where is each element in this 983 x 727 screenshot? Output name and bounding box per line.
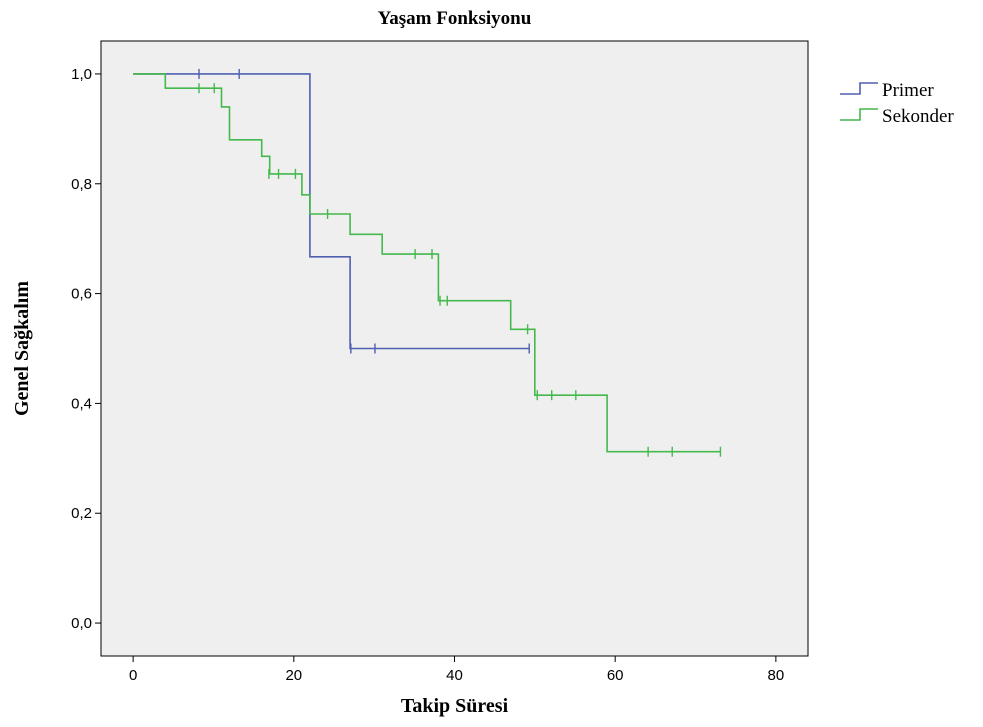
legend-swatch	[840, 108, 878, 121]
x-tick-label: 0	[129, 667, 137, 684]
legend-item-primer: Primer	[840, 80, 934, 101]
x-tick-label: 80	[768, 667, 785, 684]
x-tick-label: 40	[446, 667, 463, 684]
x-tick-label: 20	[285, 667, 302, 684]
series-line-sekonder	[133, 73, 721, 453]
y-tick-label: 0,4	[71, 395, 92, 412]
y-tick-label: 1,0	[71, 66, 92, 83]
y-axis-label: Genel Sağkalım	[11, 281, 33, 416]
x-axis-label: Takip Süresi	[401, 695, 509, 717]
legend-label: Sekonder	[882, 106, 954, 127]
axis-ticks: 0 20 40 60 80 0,0 0,2 0,4 0,6 0,8 1,0	[71, 66, 784, 684]
chart-title: Yaşam Fonksiyonu	[378, 8, 532, 29]
y-tick-label: 0,6	[71, 286, 92, 303]
y-tick-label: 0,2	[71, 505, 92, 522]
x-tick-label: 60	[607, 667, 624, 684]
series-line-primer	[133, 73, 530, 350]
legend-label: Primer	[882, 80, 934, 101]
censor-marks	[198, 68, 722, 457]
y-tick-label: 0,0	[71, 615, 92, 632]
legend: Primer Sekonder	[840, 80, 954, 127]
legend-swatch	[840, 82, 878, 95]
y-tick-label: 0,8	[71, 176, 92, 193]
legend-item-sekonder: Sekonder	[840, 106, 954, 127]
series-lines	[133, 73, 721, 453]
